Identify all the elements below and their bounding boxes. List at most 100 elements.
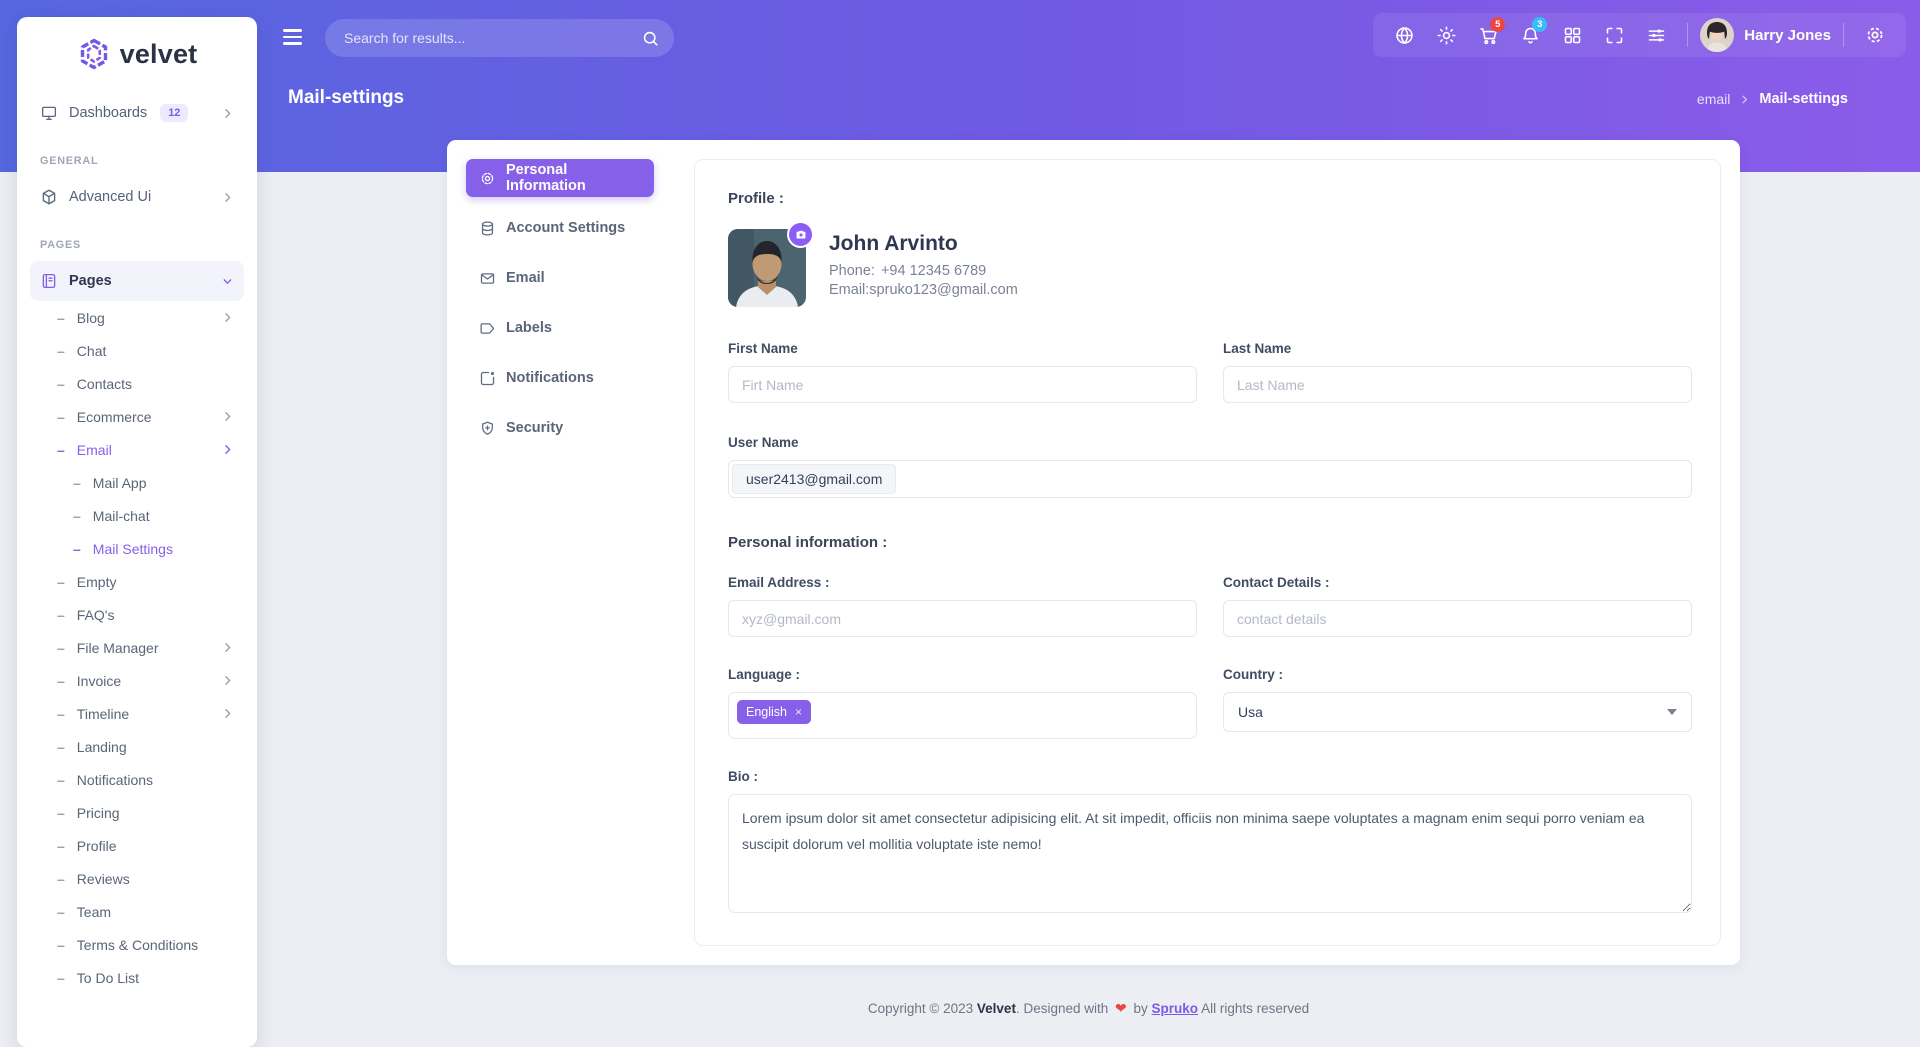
bell-button[interactable]: 3 (1511, 16, 1549, 54)
sidebar-item-mail-settings[interactable]: – Mail Settings (30, 532, 244, 565)
sidebar-item-timeline[interactable]: – Timeline (30, 697, 244, 730)
breadcrumb-parent[interactable]: email (1696, 91, 1731, 107)
user-menu[interactable]: Harry Jones (1700, 18, 1831, 52)
chevron-down-icon (1667, 709, 1677, 715)
sidebar-item-invoice[interactable]: – Invoice (30, 664, 244, 697)
shield-icon (479, 420, 496, 437)
sidebar-item-contacts[interactable]: – Contacts (30, 367, 244, 400)
sidebar-item-label: Profile (76, 837, 117, 854)
dash-bullet: – (57, 804, 65, 821)
search-input[interactable] (344, 30, 641, 46)
search-icon[interactable] (641, 29, 660, 48)
sidebar-item-label: Advanced Ui (69, 189, 152, 205)
brand-logo[interactable]: velvet (17, 17, 257, 91)
language-tag-text: English (746, 705, 787, 719)
contact-details-label: Contact Details : (1223, 575, 1330, 590)
footer-brand: Velvet (976, 1001, 1016, 1016)
grid-button[interactable] (1553, 16, 1591, 54)
sidebar-item-to-do-list[interactable]: – To Do List (30, 961, 244, 994)
sidebar-item-mail-chat[interactable]: – Mail-chat (30, 499, 244, 532)
sidebar-item-pricing[interactable]: – Pricing (30, 796, 244, 829)
hamburger-menu-icon[interactable] (283, 24, 309, 50)
fullscreen-button[interactable] (1595, 16, 1633, 54)
dash-bullet: – (57, 672, 65, 689)
sidebar-item-blog[interactable]: – Blog (30, 301, 244, 334)
settings-tab-label: Notifications (506, 370, 594, 386)
bio-textarea[interactable]: Lorem ipsum dolor sit amet consectetur a… (728, 794, 1692, 913)
footer-agency-link[interactable]: Spruko (1151, 1001, 1199, 1016)
sidebar-item-reviews[interactable]: – Reviews (30, 862, 244, 895)
camera-icon (796, 230, 805, 238)
email-address-field[interactable] (728, 600, 1197, 637)
fullscreen-icon (1604, 25, 1625, 46)
dash-bullet: – (57, 342, 65, 359)
dash-bullet: – (73, 474, 81, 491)
bio-row: Bio : Lorem ipsum dolor sit amet consect… (728, 769, 1692, 918)
user-name: Harry Jones (1744, 26, 1831, 44)
language-tags-input[interactable]: English × (728, 692, 1197, 739)
sidebar-item-label: Pages (69, 273, 112, 289)
last-name-field[interactable] (1223, 366, 1692, 403)
contact-fields-row: Email Address : Contact Details : (728, 575, 1692, 637)
sidebar-item-dashboards[interactable]: Dashboards 12 (30, 93, 244, 133)
sun-button[interactable] (1427, 16, 1465, 54)
sidebar-item-empty[interactable]: – Empty (30, 565, 244, 598)
user-name-addon: user2413@gmail.com (732, 464, 897, 494)
profile-text: John Arvinto Phone: +94 12345 6789 Email:… (829, 229, 1018, 307)
cart-button[interactable]: 5 (1469, 16, 1507, 54)
sidebar-item-file-manager[interactable]: – File Manager (30, 631, 244, 664)
footer-copyright: Copyright © 2023 (867, 1001, 974, 1016)
country-selected-value: Usa (1238, 704, 1263, 720)
settings-tab-personal-information[interactable]: Personal Information (466, 159, 654, 197)
settings-tab-notifications[interactable]: Notifications (466, 359, 654, 397)
change-photo-button[interactable] (787, 221, 814, 248)
settings-tab-labels[interactable]: Labels (466, 309, 654, 347)
sidebar-section-general: GENERAL (40, 155, 99, 167)
sidebar-item-terms-conditions[interactable]: – Terms & Conditions (30, 928, 244, 961)
settings-tab-label: Security (506, 420, 564, 436)
dash-bullet: – (73, 507, 81, 524)
country-label: Country : (1223, 667, 1283, 682)
dash-bullet: – (57, 441, 65, 458)
database-icon (479, 220, 496, 237)
email-address-label: Email Address : (728, 575, 830, 590)
sidebar-item-mail-app[interactable]: – Mail App (30, 466, 244, 499)
sidebar-item-faq-s[interactable]: – FAQ's (30, 598, 244, 631)
chevron-right-icon (1739, 94, 1750, 105)
chevron-right-icon (221, 707, 234, 720)
contact-details-field[interactable] (1223, 600, 1692, 637)
sidebar-item-notifications[interactable]: – Notifications (30, 763, 244, 796)
sliders-button[interactable] (1637, 16, 1675, 54)
sidebar-item-ecommerce[interactable]: – Ecommerce (30, 400, 244, 433)
settings-gear-button[interactable] (1856, 16, 1894, 54)
sidebar-item-email[interactable]: – Email (30, 433, 244, 466)
dash-bullet: – (57, 375, 65, 392)
settings-tab-security[interactable]: Security (466, 409, 654, 447)
sidebar-item-advanced-ui[interactable]: Advanced Ui (30, 177, 244, 217)
dash-bullet: – (57, 936, 65, 953)
sidebar-item-team[interactable]: – Team (30, 895, 244, 928)
settings-tab-account-settings[interactable]: Account Settings (466, 209, 654, 247)
sidebar-item-chat[interactable]: – Chat (30, 334, 244, 367)
user-name-field[interactable] (899, 461, 1691, 497)
email-value: spruko123@gmail.com (869, 282, 1018, 298)
remove-language-tag-button[interactable]: × (795, 705, 803, 719)
language-tag: English × (737, 700, 812, 724)
sidebar-item-landing[interactable]: – Landing (30, 730, 244, 763)
sidebar-item-pages[interactable]: Pages (30, 261, 244, 301)
globe-button[interactable] (1385, 16, 1423, 54)
profile-email: Email:spruko123@gmail.com (829, 282, 1018, 298)
sidebar-item-label: Ecommerce (76, 408, 152, 425)
sidebar-item-label: Notifications (76, 771, 154, 788)
bell-icon (1520, 25, 1541, 46)
header-search (325, 19, 674, 57)
settings-tab-label: Labels (506, 320, 552, 336)
first-name-field[interactable] (728, 366, 1197, 403)
sidebar-item-profile[interactable]: – Profile (30, 829, 244, 862)
dash-bullet: – (57, 903, 65, 920)
country-select[interactable]: Usa (1223, 692, 1692, 732)
footer-by: by (1133, 1001, 1148, 1016)
settings-tab-email[interactable]: Email (466, 259, 654, 297)
locale-fields-row: Language : English × Country : Usa (728, 667, 1692, 739)
header-divider (1843, 23, 1844, 47)
